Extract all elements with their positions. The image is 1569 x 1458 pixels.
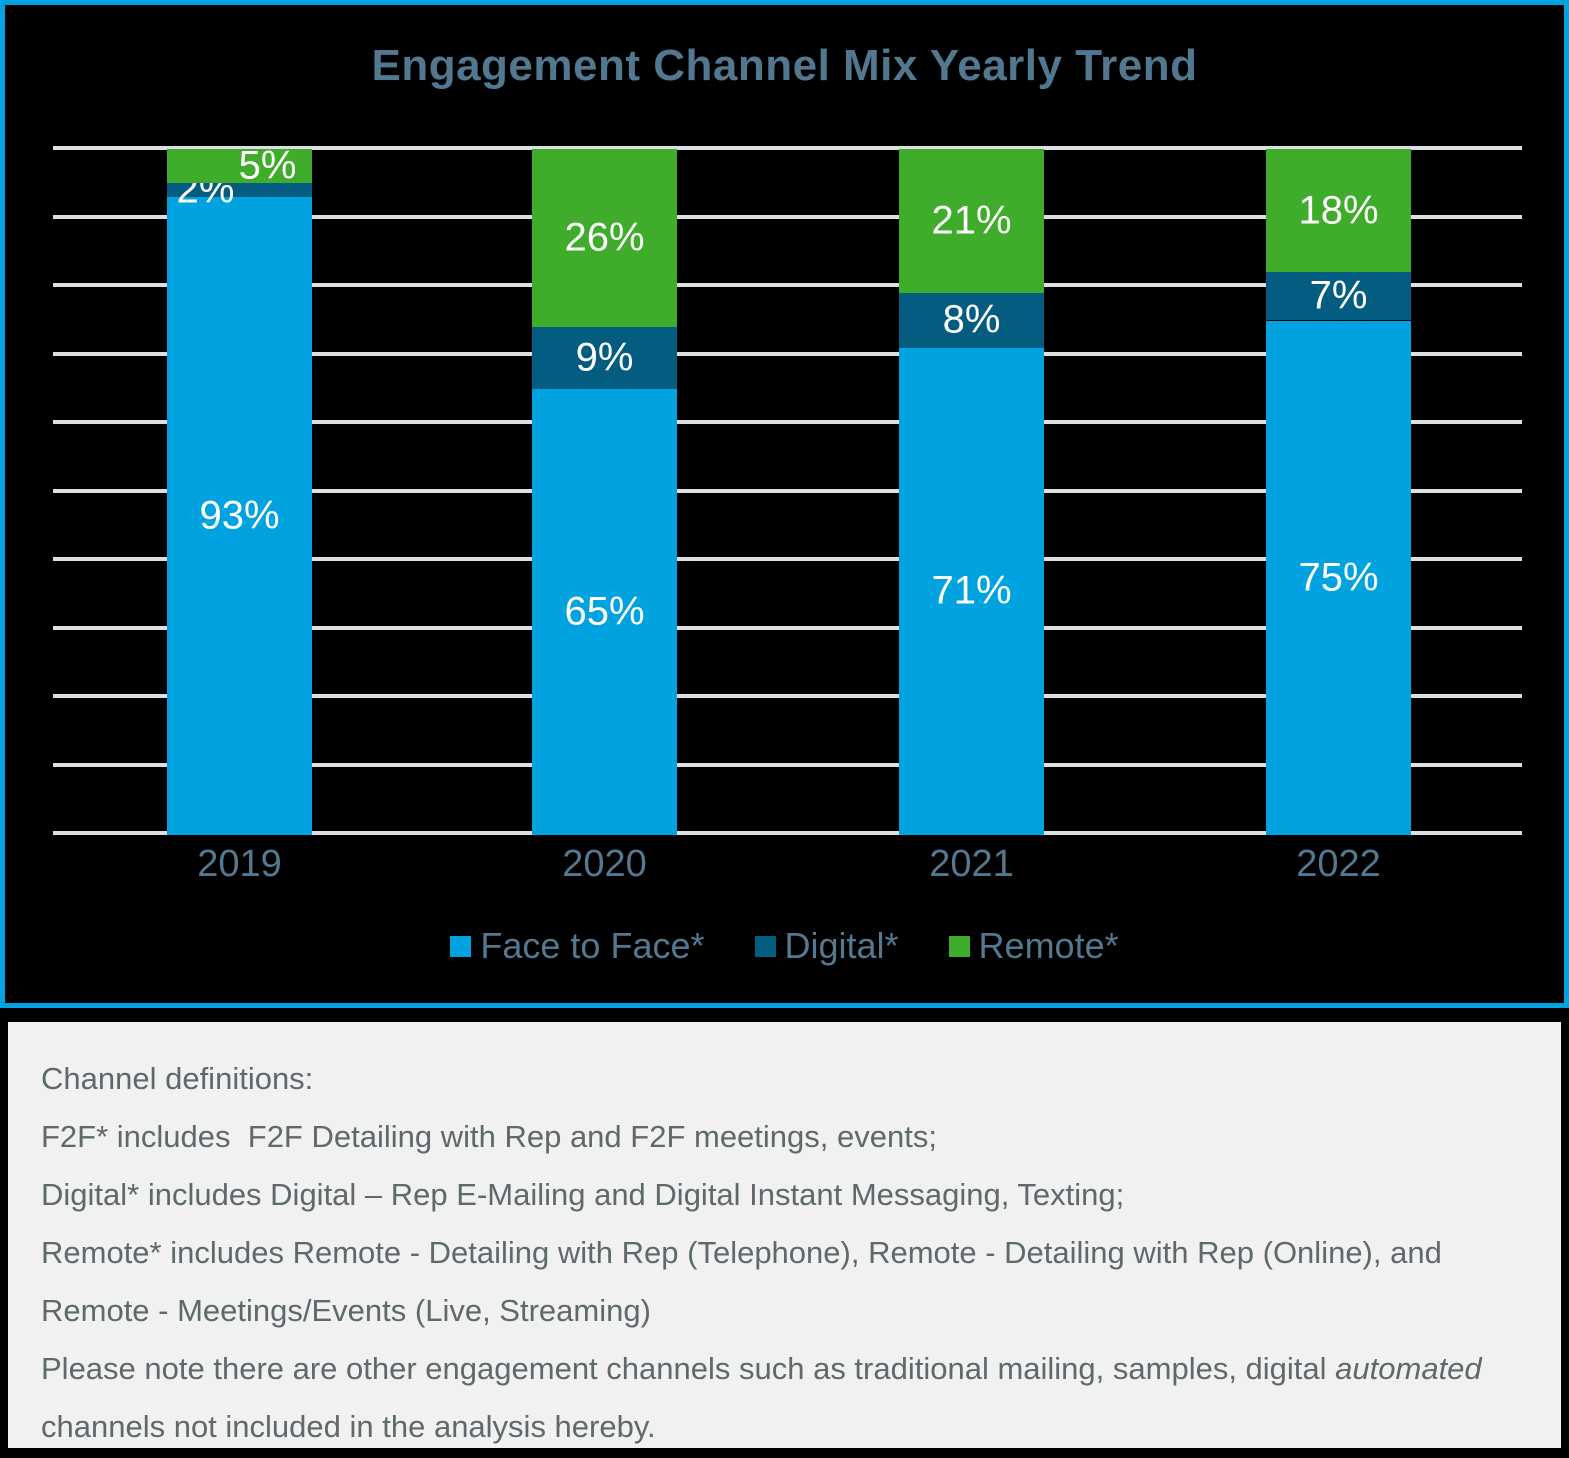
segment-value-label: 75%	[1298, 555, 1379, 600]
legend-item-digital: Digital*	[754, 925, 899, 967]
chart-legend: Face to Face* Digital* Remote*	[5, 925, 1564, 967]
footnote-heading: Channel definitions:	[41, 1061, 314, 1096]
gridline	[53, 557, 1522, 561]
gridline	[53, 214, 1522, 219]
gridline	[53, 625, 1522, 630]
legend-item-remote: Remote*	[948, 925, 1119, 967]
segment-value-label: 26%	[564, 215, 645, 260]
legend-marker-icon	[754, 935, 776, 957]
gridline	[53, 488, 1522, 493]
legend-marker-icon	[450, 935, 472, 957]
footnote-note: Please note there are other engagement c…	[41, 1340, 1551, 1456]
segment-value-label: 18%	[1298, 188, 1379, 233]
gridline	[53, 283, 1522, 287]
gridline	[53, 694, 1522, 698]
segment-value-label: 65%	[564, 589, 645, 634]
bar-segment-facetoface: 75%	[1266, 320, 1411, 835]
footnote-definition-digital: Digital* includes Digital – Rep E-Mailin…	[41, 1177, 1125, 1212]
chart-title: Engagement Channel Mix Yearly Trend	[371, 41, 1198, 90]
bar-segment-remote: 21%	[899, 149, 1044, 294]
gridline	[53, 762, 1522, 767]
legend-label: Digital*	[784, 925, 899, 966]
footnote-note-suffix: channels not included in the analysis he…	[41, 1409, 656, 1444]
segment-value-label: 7%	[1309, 273, 1368, 318]
bar-segment-facetoface: 71%	[899, 347, 1044, 835]
bar-segment-digital: 9%	[532, 327, 677, 390]
segment-value-label: 93%	[199, 493, 280, 538]
footnote-panel: Channel definitions: F2F* includes F2F D…	[8, 1022, 1561, 1448]
plot-area: 93% 2% 5% 2019 65% 9% 26% 2020 71% 8% 21% 2021 75% 7%…	[5, 5, 1564, 1003]
bar-segment-remote: 5%	[167, 144, 312, 188]
segment-value-label: 5%	[238, 143, 297, 188]
bar-segment-remote: 26%	[532, 149, 677, 328]
bar-segment-facetoface: 93%	[167, 197, 312, 835]
gridline	[53, 351, 1522, 356]
gridline	[53, 831, 1522, 835]
segment-value-label: 21%	[931, 198, 1012, 243]
bar-segment-digital: 8%	[899, 293, 1044, 348]
segment-value-label: 71%	[931, 568, 1012, 613]
footnote-definition-remote: Remote* includes Remote - Detailing with…	[41, 1235, 1451, 1328]
bar-segment-facetoface: 65%	[532, 389, 677, 835]
segment-value-label: 9%	[575, 335, 634, 380]
legend-label: Remote*	[978, 925, 1119, 966]
x-axis-label: 2020	[562, 843, 647, 885]
legend-marker-icon	[948, 935, 970, 957]
footnote-note-prefix: Please note there are other engagement c…	[41, 1351, 1336, 1386]
gridline	[53, 146, 1522, 150]
legend-item-facetoface: Face to Face*	[450, 925, 705, 967]
x-axis-label: 2019	[197, 843, 282, 885]
bar-segment-digital: 7%	[1266, 272, 1411, 321]
x-axis-label: 2021	[929, 843, 1014, 885]
segment-value-label: 8%	[942, 297, 1001, 342]
gridline	[53, 420, 1522, 424]
chart-panel: Engagement Channel Mix Yearly Trend 93% 2…	[0, 0, 1569, 1008]
bar-segment-remote: 18%	[1266, 149, 1411, 273]
footnote-definition-f2f: F2F* includes F2F Detailing with Rep and…	[41, 1119, 937, 1154]
legend-label: Face to Face*	[480, 925, 705, 966]
x-axis-label: 2022	[1296, 843, 1381, 885]
footnote-note-italic: automated	[1335, 1351, 1482, 1386]
